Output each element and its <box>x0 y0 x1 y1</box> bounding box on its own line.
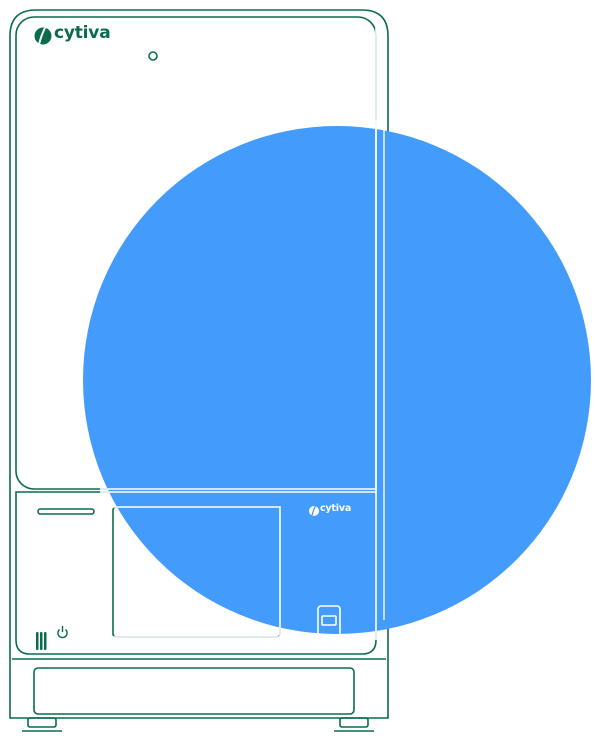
usb-port-icon[interactable] <box>317 605 341 637</box>
cytiva-logo-icon <box>34 27 52 45</box>
foot-left <box>27 717 57 728</box>
power-icon[interactable] <box>57 626 68 639</box>
blue-circle <box>83 126 591 634</box>
vent-grille-icon <box>36 632 47 650</box>
touchscreen-overlay <box>113 506 281 638</box>
front-brand-logo-text: cytiva <box>320 503 352 514</box>
front-panel <box>15 491 377 655</box>
drawer[interactable] <box>33 667 355 715</box>
indicator-light-icon <box>148 51 158 61</box>
front-logo-icon <box>309 505 319 517</box>
brand-logo-text: cytiva <box>54 23 111 43</box>
instrument-body <box>9 9 389 719</box>
panel-handle[interactable] <box>37 508 95 515</box>
foot-right <box>339 717 369 728</box>
